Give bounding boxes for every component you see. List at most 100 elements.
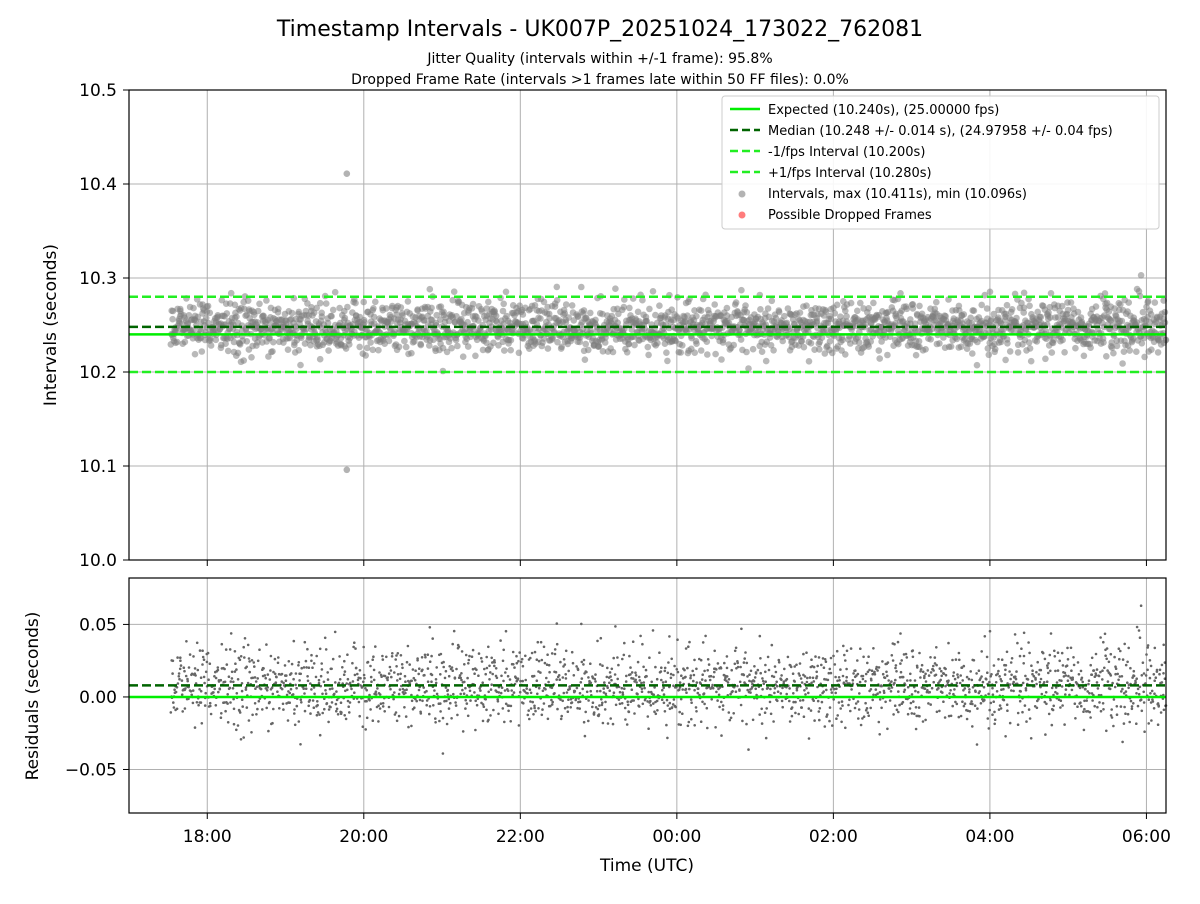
residual-point (555, 678, 558, 681)
residual-point (1004, 664, 1008, 667)
residual-point (1155, 668, 1159, 672)
residual-point (1041, 651, 1045, 655)
residual-point (701, 641, 705, 644)
residual-point (939, 678, 942, 682)
residual-point (589, 662, 592, 665)
residual-point (660, 666, 663, 669)
interval-point (574, 312, 582, 320)
residual-point (187, 666, 191, 669)
residual-point (1064, 674, 1068, 677)
residual-point (620, 686, 624, 690)
residual-point (512, 691, 516, 694)
residual-point (351, 661, 354, 665)
residual-point (504, 671, 507, 674)
residual-point (1044, 733, 1047, 736)
residual-point (327, 720, 330, 724)
residual-point (481, 681, 485, 684)
residual-point (758, 713, 761, 716)
residual-point (459, 692, 463, 696)
residual-point (839, 668, 842, 671)
residual-point (1081, 680, 1084, 684)
residual-point (745, 661, 749, 665)
residual-point (446, 693, 450, 696)
residual-point (927, 702, 930, 705)
interval-point (490, 339, 497, 347)
residual-point (540, 658, 544, 662)
residual-point (934, 673, 938, 677)
residual-point (610, 678, 613, 682)
residual-point (253, 665, 256, 668)
residual-point (563, 663, 567, 666)
residual-point (183, 669, 186, 673)
residual-point (895, 708, 899, 712)
residual-point (256, 659, 260, 663)
interval-point (256, 300, 263, 308)
residual-point (1055, 681, 1059, 684)
residual-point (461, 688, 464, 692)
residual-point (1160, 663, 1164, 667)
residual-point (172, 701, 175, 704)
residual-point (829, 656, 833, 660)
residual-point (518, 690, 522, 694)
residual-point (457, 645, 461, 649)
residual-point (302, 687, 306, 690)
residual-point (943, 716, 947, 719)
residual-point (894, 666, 897, 670)
residual-point (1112, 698, 1116, 701)
residual-point (1159, 711, 1163, 714)
residual-point (1089, 716, 1092, 719)
residual-point (676, 638, 679, 641)
residual-point (727, 711, 731, 714)
residual-point (631, 640, 635, 643)
residual-point (913, 679, 917, 682)
residual-point (425, 703, 429, 707)
interval-point (697, 347, 705, 354)
residual-point (812, 680, 816, 683)
residual-point (295, 686, 298, 690)
residual-point (781, 705, 784, 709)
residual-point (625, 723, 629, 726)
residual-point (365, 699, 368, 703)
residual-point (866, 661, 869, 665)
residual-point (323, 636, 327, 640)
residual-point (781, 686, 784, 690)
residual-point (861, 674, 865, 678)
interval-point (704, 351, 711, 358)
residual-point (606, 722, 610, 725)
residual-point (376, 687, 379, 690)
interval-point (454, 342, 461, 350)
residual-point (791, 672, 795, 675)
residual-point (857, 708, 861, 711)
residual-point (335, 709, 338, 713)
residual-point (1096, 705, 1099, 709)
residual-point (753, 665, 756, 668)
residual-point (1049, 698, 1052, 702)
interval-point (1137, 272, 1145, 279)
residual-point (715, 668, 718, 671)
residual-point (705, 706, 709, 710)
residual-point (463, 663, 466, 666)
interval-point (997, 338, 1005, 346)
residual-point (1135, 677, 1138, 680)
residual-point (369, 664, 372, 668)
residual-point (807, 737, 811, 740)
residual-point (886, 661, 890, 664)
residual-point (749, 691, 752, 694)
residual-point (661, 688, 664, 692)
residual-point (550, 652, 554, 655)
residual-point (699, 658, 703, 662)
top-panel-y-ticks: 10.010.110.210.310.410.5 (79, 81, 129, 571)
residual-point (346, 677, 350, 681)
residual-point (434, 717, 437, 720)
residual-point (180, 693, 184, 696)
residual-point (1135, 692, 1138, 695)
residual-point (587, 676, 590, 679)
residual-point (704, 679, 707, 682)
residual-point (941, 691, 944, 694)
interval-point (1003, 301, 1011, 309)
residual-point (209, 712, 213, 716)
residual-point (1012, 680, 1015, 684)
residual-point (1002, 698, 1006, 702)
residual-point (626, 700, 629, 703)
residual-point (559, 717, 563, 721)
